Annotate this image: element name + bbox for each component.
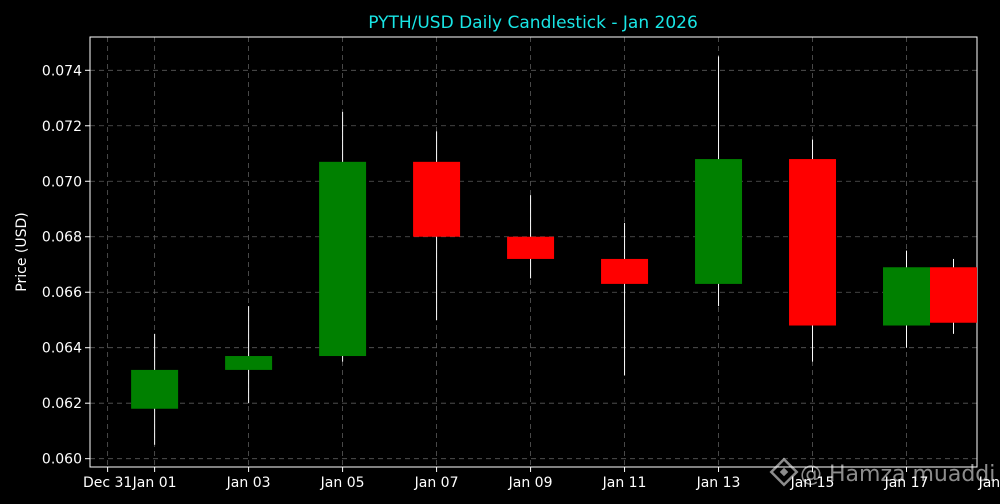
candle <box>883 250 931 348</box>
chart-title: PYTH/USD Daily Candlestick - Jan 2026 <box>368 13 698 33</box>
x-tick-label: Jan 17 <box>884 475 929 491</box>
candle-body-down <box>930 267 977 323</box>
candle <box>413 131 461 320</box>
x-tick-label: Jan 09 <box>508 475 553 491</box>
axes-layer: 0.060 0.062 0.064 0.066 0.068 0.070 0.072 0.074… <box>42 36 1000 491</box>
x-tick-label: Dec 31 <box>83 475 132 491</box>
candle-body-up <box>695 159 743 284</box>
candle <box>789 139 837 362</box>
x-tick-label: Jan 01 <box>132 475 177 491</box>
y-tick-label: 0.066 <box>42 285 82 301</box>
plot-frame <box>89 36 978 468</box>
candle-body-down <box>789 159 837 326</box>
y-tick-label: 0.064 <box>42 341 82 357</box>
x-tick-label: Jan 15 <box>790 475 835 491</box>
y-tick-label: 0.060 <box>42 452 82 468</box>
x-tick-label: Jan 11 <box>602 475 647 491</box>
candle-body-up <box>883 267 931 326</box>
x-tick-label: Jan 19 <box>978 475 1000 491</box>
y-tick-label: 0.068 <box>42 230 82 246</box>
x-tick-label: Jan 07 <box>414 475 459 491</box>
candles-layer <box>131 56 977 445</box>
y-tick-label: 0.072 <box>42 119 82 135</box>
candle-body-down <box>413 161 461 237</box>
y-tick-label: 0.074 <box>42 63 82 79</box>
candle <box>601 222 649 376</box>
candle <box>695 56 743 307</box>
watermark: @ Hamza muaddi <box>769 457 995 487</box>
candle-body-up <box>225 356 273 370</box>
y-axis-label: Price (USD) <box>14 212 30 291</box>
candle-body-up <box>319 161 367 357</box>
candle <box>319 111 367 362</box>
candle <box>225 306 273 404</box>
candle <box>930 258 977 334</box>
candle-body-down <box>601 258 649 284</box>
y-tick-label: 0.062 <box>42 396 82 412</box>
y-tick-label: 0.070 <box>42 174 82 190</box>
x-tick-label: Jan 05 <box>320 475 365 491</box>
watermark-text: @ Hamza muaddi <box>800 462 995 487</box>
x-tick-label: Jan 03 <box>226 475 271 491</box>
candle-body-up <box>131 369 179 409</box>
candle-body-down <box>507 236 555 259</box>
x-tick-label: Jan 13 <box>696 475 741 491</box>
candle <box>507 195 555 279</box>
candle <box>131 333 179 445</box>
